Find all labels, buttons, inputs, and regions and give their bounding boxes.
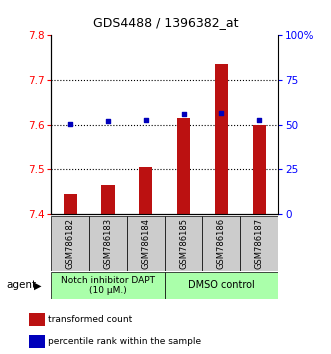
FancyBboxPatch shape (89, 216, 127, 271)
Point (68, 121, 73, 127)
Text: GSM786186: GSM786186 (217, 218, 226, 269)
Bar (29, 313, 45, 326)
Text: Notch inhibitor DAPT
(10 μM.): Notch inhibitor DAPT (10 μM.) (61, 276, 155, 295)
Bar (101, 185, 115, 214)
FancyBboxPatch shape (165, 272, 278, 299)
Text: GSM786182: GSM786182 (66, 218, 75, 269)
FancyBboxPatch shape (165, 216, 203, 271)
Bar (215, 64, 228, 214)
Point (219, 110, 224, 116)
Bar (64, 194, 77, 214)
FancyBboxPatch shape (51, 216, 89, 271)
Point (143, 118, 148, 123)
Text: GSM786184: GSM786184 (141, 218, 150, 269)
Text: GSM786183: GSM786183 (104, 218, 113, 269)
Text: GDS4488 / 1396382_at: GDS4488 / 1396382_at (93, 16, 238, 29)
Text: transformed count: transformed count (48, 315, 133, 324)
Bar (253, 125, 266, 214)
FancyBboxPatch shape (51, 272, 165, 299)
Bar (29, 335, 45, 348)
FancyBboxPatch shape (203, 216, 240, 271)
Text: percentile rank within the sample: percentile rank within the sample (48, 337, 202, 346)
Text: GSM786187: GSM786187 (255, 218, 264, 269)
Text: DMSO control: DMSO control (188, 280, 255, 290)
Point (181, 111, 186, 117)
Point (257, 118, 262, 123)
FancyBboxPatch shape (240, 216, 278, 271)
Text: ▶: ▶ (34, 280, 42, 290)
Bar (177, 118, 190, 214)
Text: GSM786185: GSM786185 (179, 218, 188, 269)
Text: agent: agent (7, 280, 37, 290)
FancyBboxPatch shape (127, 216, 165, 271)
Point (105, 118, 111, 124)
Bar (139, 167, 152, 214)
